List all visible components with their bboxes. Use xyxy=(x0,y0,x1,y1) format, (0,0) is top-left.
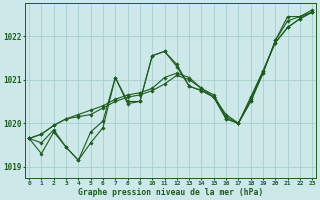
X-axis label: Graphe pression niveau de la mer (hPa): Graphe pression niveau de la mer (hPa) xyxy=(78,188,263,197)
